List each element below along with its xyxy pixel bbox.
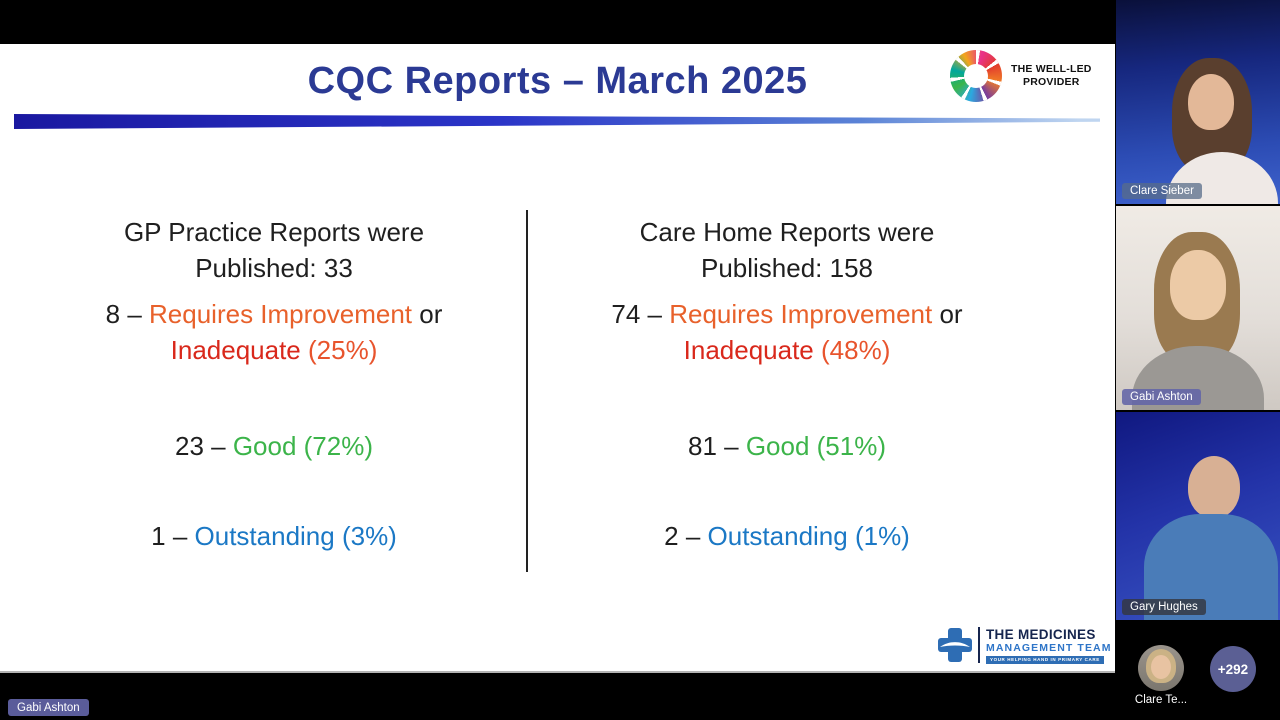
ch-outstanding-label: Outstanding (1%) (707, 521, 910, 551)
medicines-cross-icon (938, 628, 972, 662)
care-home-requires-improvement-row: 74 – Requires Improvement or Inadequate … (552, 296, 1022, 368)
gp-good-label: Good (72%) (232, 431, 373, 461)
ch-ri-count: 74 – (611, 299, 670, 329)
avatar-clare-te[interactable] (1138, 645, 1184, 691)
ch-inadequate-label: Inadequate (683, 335, 814, 365)
gp-heading: GP Practice Reports were Published: 33 (36, 214, 512, 286)
ch-inadequate-pct: (48%) (813, 335, 891, 365)
gp-practice-column: GP Practice Reports were Published: 33 8… (36, 44, 512, 673)
shared-slide: CQC Reports – March 2025 THE WELL-LED PR… (0, 44, 1115, 673)
ch-good-count: 81 – (687, 431, 746, 461)
column-divider-line (526, 210, 528, 572)
care-home-outstanding-row: 2 – Outstanding (1%) (552, 518, 1022, 554)
care-home-heading-line2: Published: 158 (700, 253, 874, 283)
gp-ri-or: or (412, 299, 443, 329)
well-led-logo-line2: PROVIDER (1023, 76, 1080, 88)
well-led-provider-logo: THE WELL-LED PROVIDER (950, 50, 1092, 102)
mmt-logo-tagline: YOUR HELPING HAND IN PRIMARY CARE (986, 655, 1104, 664)
gp-heading-line1: GP Practice Reports were (123, 217, 425, 247)
care-home-heading: Care Home Reports were Published: 158 (552, 214, 1022, 286)
gp-outstanding-label: Outstanding (3%) (194, 521, 397, 551)
gp-outstanding-count: 1 – (151, 521, 195, 551)
gp-inadequate-pct: (25%) (300, 335, 378, 365)
active-speaker-tag: Gabi Ashton (8, 699, 89, 716)
participant-name-label: Clare Sieber (1122, 183, 1202, 199)
care-home-good-row: 81 – Good (51%) (552, 428, 1022, 464)
gp-inadequate-label: Inadequate (170, 335, 301, 365)
video-tile-gary-hughes[interactable]: Gary Hughes (1116, 412, 1280, 620)
gp-ri-label: Requires Improvement (149, 299, 413, 329)
ch-outstanding-count: 2 – (664, 521, 708, 551)
ch-ri-or: or (932, 299, 963, 329)
well-led-logo-line1: THE WELL-LED (1011, 63, 1092, 75)
participant-sidebar: Clare Sieber Gabi Ashton Gary Hughes Cla… (1116, 0, 1280, 720)
care-home-heading-line1: Care Home Reports were (639, 217, 935, 247)
well-led-swirl-icon (950, 50, 1002, 102)
video-tile-gabi-ashton[interactable]: Gabi Ashton (1116, 206, 1280, 410)
mmt-logo-line1: THE MEDICINES (986, 626, 1096, 642)
ch-good-label: Good (51%) (745, 431, 886, 461)
video-tile-clare-sieber[interactable]: Clare Sieber (1116, 0, 1280, 204)
gp-heading-line2: Published: 33 (195, 253, 353, 283)
more-participants-badge[interactable]: +292 (1210, 646, 1256, 692)
slide-title: CQC Reports – March 2025 (307, 60, 808, 102)
gp-ri-count: 8 – (105, 299, 150, 329)
gp-requires-improvement-row: 8 – Requires Improvement or Inadequate (… (36, 296, 512, 368)
overflow-participants-row: Clare Te... +292 (1116, 620, 1280, 720)
participant-name-label: Gary Hughes (1122, 599, 1206, 615)
gp-good-row: 23 – Good (72%) (36, 428, 512, 464)
participant-name-label: Gabi Ashton (1122, 389, 1201, 405)
gp-good-count: 23 – (174, 431, 233, 461)
care-home-column: Care Home Reports were Published: 158 74… (552, 44, 1022, 673)
mmt-logo-line2: MANAGEMENT TEAM (986, 641, 1112, 654)
medicines-management-team-logo: THE MEDICINES MANAGEMENT TEAM YOUR HELPI… (936, 626, 1112, 664)
logo-divider (978, 627, 980, 663)
ch-ri-label: Requires Improvement (669, 299, 933, 329)
overflow-participant-name: Clare Te... (1134, 694, 1188, 706)
gp-outstanding-row: 1 – Outstanding (3%) (36, 518, 512, 554)
